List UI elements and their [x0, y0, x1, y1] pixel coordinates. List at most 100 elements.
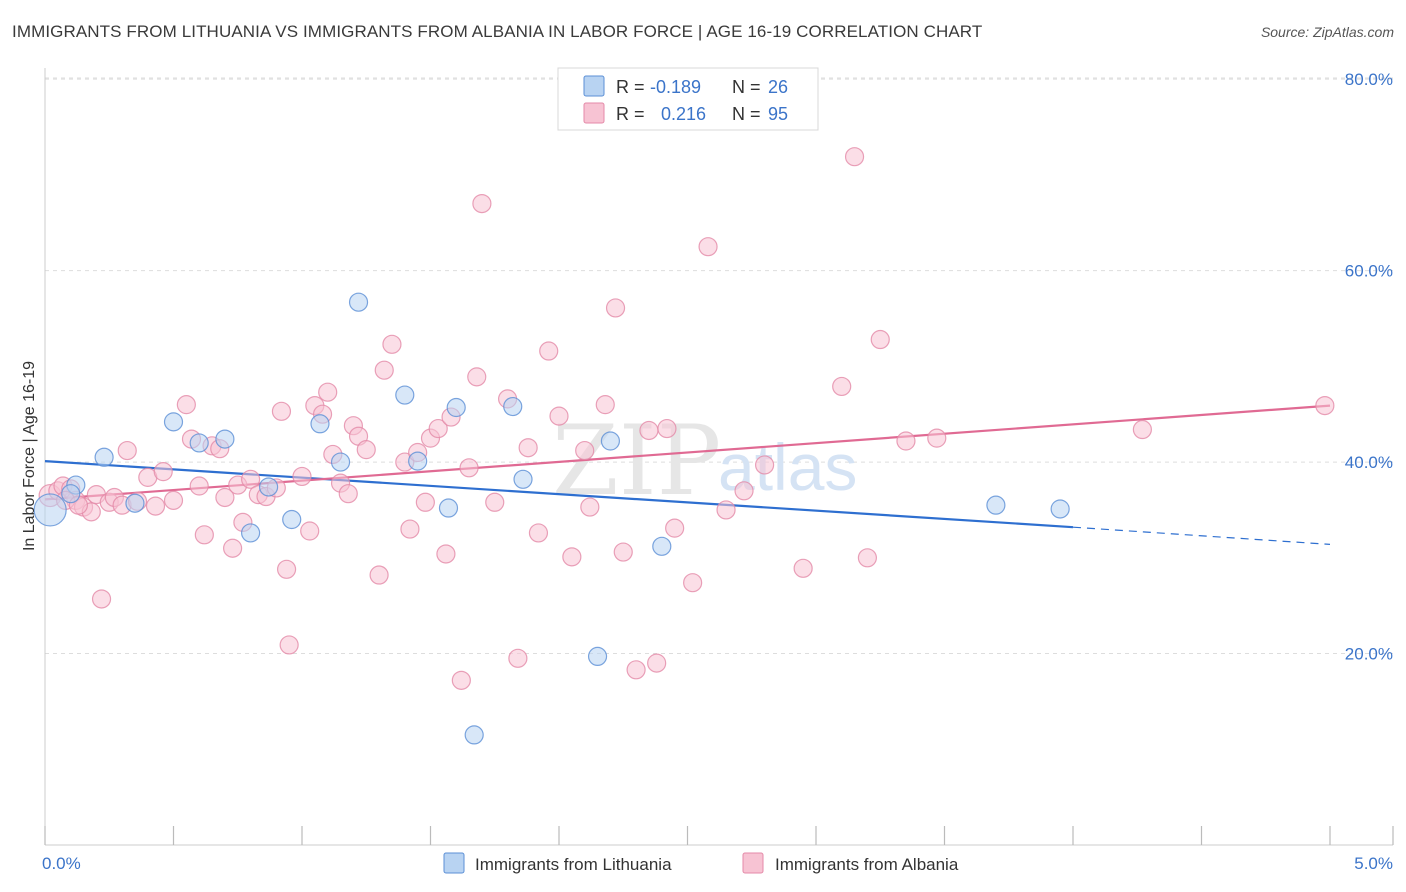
point-albania-33 [279, 635, 299, 655]
point-lithuania-0 [33, 493, 67, 527]
point-albania-80 [716, 500, 736, 520]
point-albania-84 [832, 376, 852, 397]
bottom-legend-label-lithuania: Immigrants from Lithuania [475, 855, 672, 874]
point-albania-65 [539, 341, 559, 361]
point-lithuania-20 [587, 646, 608, 667]
y-tick-label-20: 20.0% [1345, 645, 1393, 664]
point-albania-27 [241, 469, 261, 489]
legend-r-value-albania: 0.216 [661, 104, 706, 124]
point-lithuania-10 [310, 414, 330, 434]
trend-lines [44, 404, 1331, 546]
point-lithuania-4 [163, 412, 184, 432]
watermark: ZIP atlas [552, 405, 857, 517]
point-albania-72 [613, 542, 633, 562]
point-albania-35 [300, 521, 320, 541]
point-albania-24 [223, 538, 243, 558]
point-albania-87 [870, 329, 890, 350]
point-albania-34 [292, 466, 312, 487]
point-albania-47 [382, 334, 402, 354]
point-albania-82 [754, 455, 775, 475]
point-albania-79 [698, 237, 718, 257]
point-albania-86 [857, 548, 878, 568]
point-albania-71 [605, 298, 626, 318]
point-lithuania-8 [258, 477, 279, 497]
point-lithuania-2 [94, 447, 114, 467]
chart-title: IMMIGRANTS FROM LITHUANIA VS IMMIGRANTS … [12, 22, 983, 41]
point-albania-88 [896, 431, 916, 451]
point-albania-54 [436, 544, 456, 564]
point-albania-63 [518, 438, 538, 458]
bottom-legend-swatch-lithuania [443, 852, 465, 874]
point-albania-62 [508, 648, 528, 668]
point-albania-91 [1315, 395, 1335, 416]
point-albania-73 [626, 660, 646, 680]
trend-line-lithuania-extension [1072, 526, 1331, 546]
point-lithuania-6 [215, 429, 235, 449]
point-albania-38 [318, 382, 338, 402]
point-albania-89 [927, 428, 947, 448]
legend-swatch-lithuania [583, 75, 605, 97]
legend-r-value-lithuania: -0.189 [650, 77, 701, 97]
point-albania-67 [562, 547, 582, 567]
y-tick-label-40: 40.0% [1345, 453, 1393, 472]
bottom-legend-swatch-albania [742, 852, 764, 874]
point-albania-51 [415, 492, 435, 512]
point-lithuania-22 [652, 536, 672, 556]
point-lithuania-12 [348, 292, 369, 312]
point-lithuania-21 [600, 431, 621, 451]
point-albania-53 [428, 418, 448, 439]
point-albania-60 [485, 492, 505, 512]
point-lithuania-16 [446, 397, 466, 418]
trend-line-lithuania [44, 460, 1074, 529]
point-albania-69 [580, 497, 600, 517]
point-albania-90 [1132, 419, 1152, 440]
point-lithuania-14 [408, 451, 428, 471]
point-albania-45 [369, 565, 389, 585]
point-albania-41 [338, 484, 358, 504]
point-lithuania-11 [330, 452, 351, 472]
legend-r-label-lithuania: R = [616, 77, 645, 97]
point-albania-70 [595, 395, 615, 415]
legend-n-value-lithuania: 26 [768, 77, 788, 97]
point-albania-68 [575, 440, 595, 461]
point-albania-64 [528, 523, 549, 543]
point-albania-15 [153, 462, 173, 482]
point-lithuania-5 [189, 433, 209, 453]
y-axis-label: In Labor Force | Age 16-19 [21, 361, 38, 551]
bottom-legend-label-albania: Immigrants from Albania [775, 855, 959, 874]
point-albania-44 [356, 440, 376, 460]
point-albania-16 [163, 490, 184, 510]
point-lithuania-18 [503, 396, 523, 417]
x-tick-label-min: 0.0% [42, 854, 81, 873]
legend-swatch-albania [583, 102, 605, 124]
point-albania-32 [276, 559, 297, 579]
point-lithuania-7 [241, 523, 261, 543]
point-albania-75 [647, 653, 667, 673]
point-albania-17 [176, 395, 196, 415]
legend-n-label-albania: N = [732, 104, 761, 124]
trend-line-albania [44, 404, 1331, 501]
point-lithuania-9 [282, 509, 302, 530]
point-albania-31 [271, 401, 292, 421]
point-albania-76 [657, 418, 677, 439]
point-lithuania-3 [125, 493, 145, 513]
legend-top: R = -0.189 N = 26 R = 0.216 N = 95 [557, 67, 819, 131]
y-tick-labels: 20.0% 40.0% 60.0% 80.0% [1345, 70, 1393, 663]
point-albania-49 [400, 519, 420, 539]
data-points [33, 147, 1335, 745]
point-lithuania-25 [61, 484, 81, 504]
point-albania-85 [844, 147, 865, 167]
point-albania-11 [117, 440, 137, 461]
point-lithuania-17 [464, 725, 484, 745]
point-albania-66 [549, 406, 569, 426]
point-albania-56 [451, 670, 471, 690]
legend-n-value-albania: 95 [768, 104, 788, 124]
point-albania-74 [639, 420, 659, 441]
legend-n-label-lithuania: N = [732, 77, 761, 97]
point-lithuania-24 [1050, 499, 1070, 519]
point-albania-19 [189, 476, 209, 496]
point-albania-58 [467, 367, 487, 387]
point-albania-77 [665, 518, 685, 538]
point-albania-83 [793, 558, 813, 578]
